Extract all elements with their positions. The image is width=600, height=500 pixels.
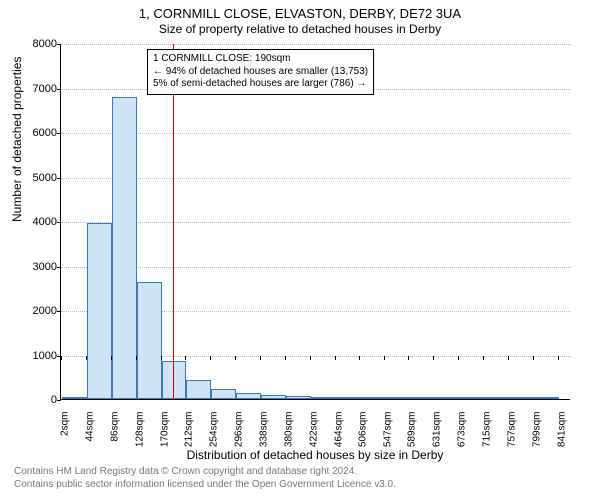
- histogram-bar: [484, 397, 509, 399]
- y-tick-label: 7000: [21, 83, 57, 95]
- annotation-line: 5% of semi-detached houses are larger (7…: [153, 78, 368, 91]
- x-tick-label: 506sqm: [358, 412, 369, 472]
- x-tick-mark: [136, 356, 137, 360]
- gridline: [61, 133, 571, 134]
- x-tick-label: 547sqm: [382, 412, 393, 472]
- plot: 0100020003000400050006000700080001 CORNM…: [60, 44, 570, 400]
- y-tick-mark: [57, 400, 61, 401]
- x-tick-label: 715sqm: [482, 412, 493, 472]
- x-tick-mark: [533, 356, 534, 360]
- x-tick-mark: [285, 356, 286, 360]
- x-tick-label: 589sqm: [407, 412, 418, 472]
- y-tick-mark: [57, 222, 61, 223]
- plot-area: 0100020003000400050006000700080001 CORNM…: [60, 44, 570, 400]
- reference-line: [173, 44, 174, 400]
- histogram-bar: [112, 97, 137, 399]
- histogram-bar: [62, 397, 87, 399]
- x-tick-mark: [61, 356, 62, 360]
- x-tick-label: 254sqm: [209, 412, 220, 472]
- x-tick-label: 170sqm: [159, 412, 170, 472]
- x-tick-label: 799sqm: [531, 412, 542, 472]
- x-tick-label: 338sqm: [258, 412, 269, 472]
- x-tick-mark: [508, 356, 509, 360]
- annotation-line: 1 CORNMILL CLOSE: 190sqm: [153, 53, 368, 66]
- histogram-bar: [137, 282, 162, 399]
- histogram-bar: [509, 397, 534, 399]
- histogram-bar: [360, 397, 385, 399]
- histogram-bar: [409, 397, 434, 399]
- y-tick-label: 5000: [21, 172, 57, 184]
- x-tick-mark: [235, 356, 236, 360]
- y-tick-label: 3000: [21, 261, 57, 273]
- gridline: [61, 222, 571, 223]
- annotation-line: ← 94% of detached houses are smaller (13…: [153, 66, 368, 79]
- histogram-bar: [385, 397, 410, 399]
- histogram-bar: [236, 393, 261, 399]
- x-tick-label: 380sqm: [283, 412, 294, 472]
- y-tick-label: 0: [21, 394, 57, 406]
- x-tick-mark: [111, 356, 112, 360]
- chart-subtitle: Size of property relative to detached ho…: [0, 22, 600, 40]
- x-tick-mark: [483, 356, 484, 360]
- histogram-bar: [311, 397, 336, 399]
- y-tick-mark: [57, 89, 61, 90]
- x-tick-label: 128sqm: [134, 412, 145, 472]
- y-tick-mark: [57, 178, 61, 179]
- histogram-bar: [286, 396, 311, 399]
- x-tick-mark: [458, 356, 459, 360]
- y-tick-label: 6000: [21, 127, 57, 139]
- annotation-box: 1 CORNMILL CLOSE: 190sqm← 94% of detache…: [147, 49, 374, 95]
- histogram-bar: [534, 397, 559, 399]
- x-tick-mark: [310, 356, 311, 360]
- x-tick-label: 464sqm: [333, 412, 344, 472]
- y-tick-mark: [57, 267, 61, 268]
- x-tick-label: 296sqm: [234, 412, 245, 472]
- chart-container: 1, CORNMILL CLOSE, ELVASTON, DERBY, DE72…: [0, 0, 600, 500]
- y-tick-mark: [57, 133, 61, 134]
- x-tick-mark: [384, 356, 385, 360]
- x-tick-label: 631sqm: [432, 412, 443, 472]
- footer-line-2: Contains public sector information licen…: [14, 479, 396, 492]
- x-tick-label: 2sqm: [60, 412, 71, 472]
- y-tick-mark: [57, 44, 61, 45]
- x-tick-label: 86sqm: [109, 412, 120, 472]
- x-tick-mark: [558, 356, 559, 360]
- x-tick-mark: [408, 356, 409, 360]
- x-tick-mark: [210, 356, 211, 360]
- histogram-bar: [459, 397, 484, 399]
- x-tick-label: 44sqm: [85, 412, 96, 472]
- x-tick-mark: [185, 356, 186, 360]
- x-tick-mark: [359, 356, 360, 360]
- y-tick-label: 4000: [21, 216, 57, 228]
- histogram-bar: [261, 395, 286, 399]
- histogram-bar: [211, 389, 236, 399]
- x-tick-mark: [161, 356, 162, 360]
- histogram-bar: [186, 380, 211, 399]
- y-tick-label: 1000: [21, 350, 57, 362]
- x-tick-label: 422sqm: [308, 412, 319, 472]
- gridline: [61, 178, 571, 179]
- y-tick-label: 2000: [21, 305, 57, 317]
- x-tick-mark: [86, 356, 87, 360]
- histogram-bar: [336, 397, 361, 399]
- gridline: [61, 44, 571, 45]
- y-tick-mark: [57, 311, 61, 312]
- x-tick-label: 673sqm: [457, 412, 468, 472]
- x-tick-label: 212sqm: [184, 412, 195, 472]
- x-tick-label: 841sqm: [556, 412, 567, 472]
- x-tick-mark: [260, 356, 261, 360]
- x-tick-mark: [335, 356, 336, 360]
- histogram-bar: [87, 223, 112, 399]
- gridline: [61, 267, 571, 268]
- y-tick-label: 8000: [21, 38, 57, 50]
- x-tick-mark: [433, 356, 434, 360]
- x-tick-label: 757sqm: [506, 412, 517, 472]
- histogram-bar: [434, 397, 459, 399]
- y-axis-label: Number of detached properties: [10, 57, 24, 222]
- chart-title: 1, CORNMILL CLOSE, ELVASTON, DERBY, DE72…: [0, 0, 600, 22]
